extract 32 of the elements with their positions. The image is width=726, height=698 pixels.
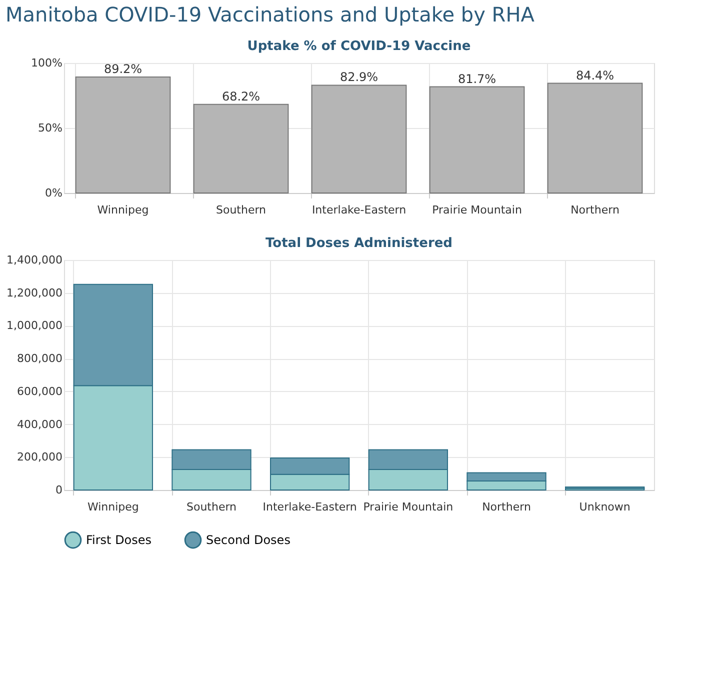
data-label: 81.7% bbox=[458, 72, 496, 86]
y-tick-label: 1,400,000 bbox=[6, 254, 62, 266]
legend-label: First Doses bbox=[86, 533, 152, 548]
x-tick-label: Prairie Mountain bbox=[363, 500, 454, 514]
x-tick-label: Prairie Mountain bbox=[432, 204, 522, 216]
y-tick-label: 200,000 bbox=[17, 450, 62, 464]
y-tick-label: 600,000 bbox=[17, 384, 62, 398]
x-tick-label: Winnipeg bbox=[87, 500, 139, 514]
chart-subtitle: Uptake % of COVID-19 Vaccine bbox=[247, 39, 471, 54]
y-tick-label: 1,000,000 bbox=[6, 319, 62, 332]
x-tick-label: Winnipeg bbox=[97, 204, 149, 216]
x-tick-label: Northern bbox=[482, 500, 531, 514]
chart-title: Manitoba COVID-19 Vaccinations and Uptake by RHA bbox=[6, 2, 535, 26]
data-label: 68.2% bbox=[222, 89, 260, 104]
x-tick-label: Unknown bbox=[579, 500, 630, 514]
x-tick-label: Southern bbox=[216, 204, 266, 216]
y-tick-label: 1,200,000 bbox=[6, 286, 62, 300]
y-tick-label: 50% bbox=[38, 122, 62, 134]
data-label: 84.4% bbox=[576, 68, 614, 82]
y-tick-label: 400,000 bbox=[17, 418, 62, 431]
chart-subtitle: Total Doses Administered bbox=[266, 236, 452, 251]
y-tick-label: 100% bbox=[31, 56, 62, 70]
x-tick-label: Interlake-Eastern bbox=[312, 204, 406, 216]
x-tick-label: Northern bbox=[570, 204, 620, 216]
data-label: 82.9% bbox=[340, 70, 378, 84]
y-tick-label: 0 bbox=[56, 484, 62, 496]
y-tick-label: 800,000 bbox=[17, 352, 62, 366]
x-tick-label: Southern bbox=[186, 500, 237, 514]
x-tick-label: Interlake-Eastern bbox=[262, 500, 357, 514]
legend-label: Second Doses bbox=[206, 533, 290, 548]
y-tick-label: 0% bbox=[45, 186, 62, 200]
data-label: 89.2% bbox=[104, 62, 142, 76]
